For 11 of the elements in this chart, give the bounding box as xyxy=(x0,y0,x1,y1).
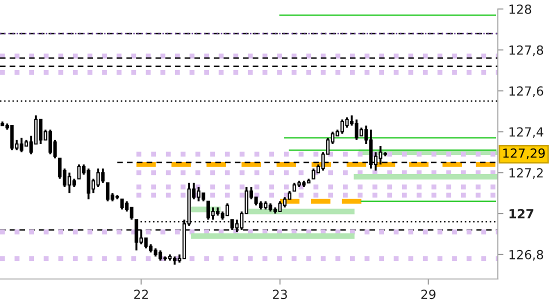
y-tick-label: 127 xyxy=(510,209,534,218)
y-tick-label: 128 xyxy=(510,4,532,14)
x-tick-label: 29 xyxy=(421,290,436,300)
text: 127,29 xyxy=(503,148,545,160)
y-tick-label: 127,4 xyxy=(510,127,544,138)
y-tick-label: 127,8 xyxy=(510,45,544,56)
y-tick-label: 127,2 xyxy=(510,168,543,179)
x-tick-label: 23 xyxy=(272,290,287,300)
x-tick-label: 22 xyxy=(134,290,148,299)
y-tick-label: 127,6 xyxy=(510,86,544,98)
y-tick-label: 126,8 xyxy=(510,250,544,261)
